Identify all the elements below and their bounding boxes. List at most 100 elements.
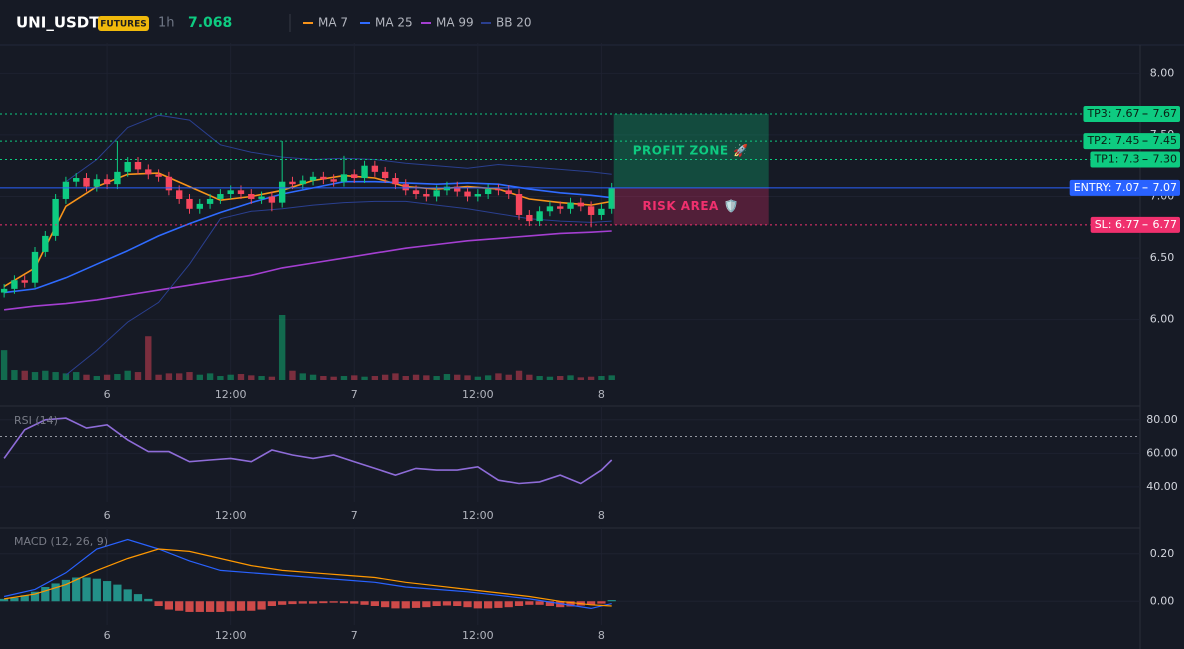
volume-bar: [361, 376, 368, 380]
volume-bar: [227, 374, 234, 380]
legend-label: MA 7: [318, 16, 348, 30]
volume-bar: [103, 374, 111, 380]
level-price: 6.77: [1153, 218, 1178, 231]
candle-body: [433, 190, 440, 197]
level-name: ENTRY: 7.07: [1074, 181, 1140, 194]
x-tick-label: 12:00: [462, 388, 494, 401]
histogram-bar: [257, 601, 266, 610]
volume-bar: [340, 376, 348, 380]
candle-body: [381, 171, 389, 179]
volume-bar: [145, 336, 152, 380]
volume-bar: [526, 374, 533, 380]
candle-body: [175, 190, 183, 199]
histogram-bar: [185, 601, 194, 612]
candle-body: [237, 190, 245, 195]
level-name: TP3: 7.67: [1086, 107, 1139, 120]
candle-body: [340, 174, 348, 182]
histogram-bar: [370, 601, 379, 606]
legend-label: MA 25: [375, 16, 413, 30]
volume-bar: [21, 370, 28, 380]
histogram-bar: [556, 601, 565, 608]
level-price: 7.67: [1153, 107, 1178, 120]
volume-bar: [515, 370, 523, 380]
candle-body: [464, 191, 471, 197]
volume-bar: [495, 373, 502, 380]
histogram-bar: [308, 601, 318, 604]
x-tick-label: 12:00: [215, 388, 247, 401]
candle-body: [484, 189, 492, 195]
candle-body: [248, 194, 255, 199]
volume-bar: [412, 374, 420, 380]
histogram-bar: [473, 601, 482, 609]
histogram-bar: [422, 601, 431, 608]
candle-body: [515, 194, 523, 215]
histogram-bar: [267, 601, 276, 606]
volume-bar: [196, 374, 203, 380]
histogram-bar: [411, 601, 421, 608]
volume-bar: [217, 376, 224, 380]
badge-bg: [98, 16, 149, 31]
level-name: TP1: 7.3: [1093, 153, 1139, 166]
candle-body: [608, 187, 615, 209]
level-tag: [1090, 151, 1180, 168]
x-tick-label: 12:00: [215, 509, 247, 522]
histogram-bar: [453, 601, 462, 606]
candle-body: [227, 190, 234, 195]
histogram-bar: [30, 591, 40, 602]
volume-bar: [567, 375, 574, 380]
panel-title: RSI (14): [14, 414, 58, 427]
histogram-bar: [360, 601, 369, 605]
candle-body: [557, 206, 564, 209]
candle-body: [206, 198, 214, 204]
volume-bar: [0, 350, 8, 380]
histogram-bar: [288, 601, 297, 605]
level-tag: [1083, 105, 1180, 122]
x-tick-label: 12:00: [462, 629, 494, 642]
volume-bar: [320, 376, 327, 380]
volume-bar: [474, 376, 482, 380]
volume-bar: [258, 376, 265, 380]
candle-body: [268, 196, 276, 203]
candle-body: [11, 280, 18, 289]
y-tick-label: 6.50: [1150, 251, 1175, 264]
y-tick-label: 8.00: [1150, 66, 1175, 79]
interval: 1h: [158, 16, 175, 31]
candle-body: [42, 235, 49, 252]
x-tick-label: 6: [104, 388, 111, 401]
volume-bar: [289, 370, 296, 380]
candle-body: [371, 165, 379, 172]
volume-bar: [608, 375, 615, 380]
x-tick-label: 7: [351, 509, 358, 522]
histogram-bar: [216, 601, 225, 612]
histogram-bar: [339, 601, 349, 604]
histogram-bar: [350, 601, 359, 604]
histogram-bar: [236, 601, 246, 611]
volume-bar: [206, 373, 214, 380]
candle-body: [330, 179, 337, 182]
volume-bar: [443, 374, 451, 380]
candle-body: [155, 174, 162, 177]
volume-bar: [598, 376, 605, 380]
volume-bar: [11, 370, 18, 380]
histogram-bar: [442, 601, 452, 606]
volume-bar: [423, 375, 430, 380]
volume-bar: [165, 373, 173, 380]
histogram-bar: [401, 601, 410, 609]
legend-label: MA 99: [436, 16, 474, 30]
macd-line: [3, 538, 612, 610]
volume-bar: [237, 374, 245, 380]
candle-body: [423, 194, 430, 197]
x-tick-label: 7: [351, 388, 358, 401]
x-tick-label: 12:00: [215, 629, 247, 642]
panel-title: MACD (12, 26, 9): [14, 535, 108, 548]
volume-bar: [577, 377, 585, 380]
histogram-bar: [463, 601, 472, 608]
x-tick-label: 6: [104, 509, 111, 522]
candle-body: [103, 179, 111, 185]
candle-body: [73, 178, 80, 182]
y-tick-label: 80.00: [1146, 413, 1178, 426]
candle-body: [196, 203, 203, 209]
volume-bar: [62, 373, 70, 380]
histogram-bar: [164, 601, 174, 610]
